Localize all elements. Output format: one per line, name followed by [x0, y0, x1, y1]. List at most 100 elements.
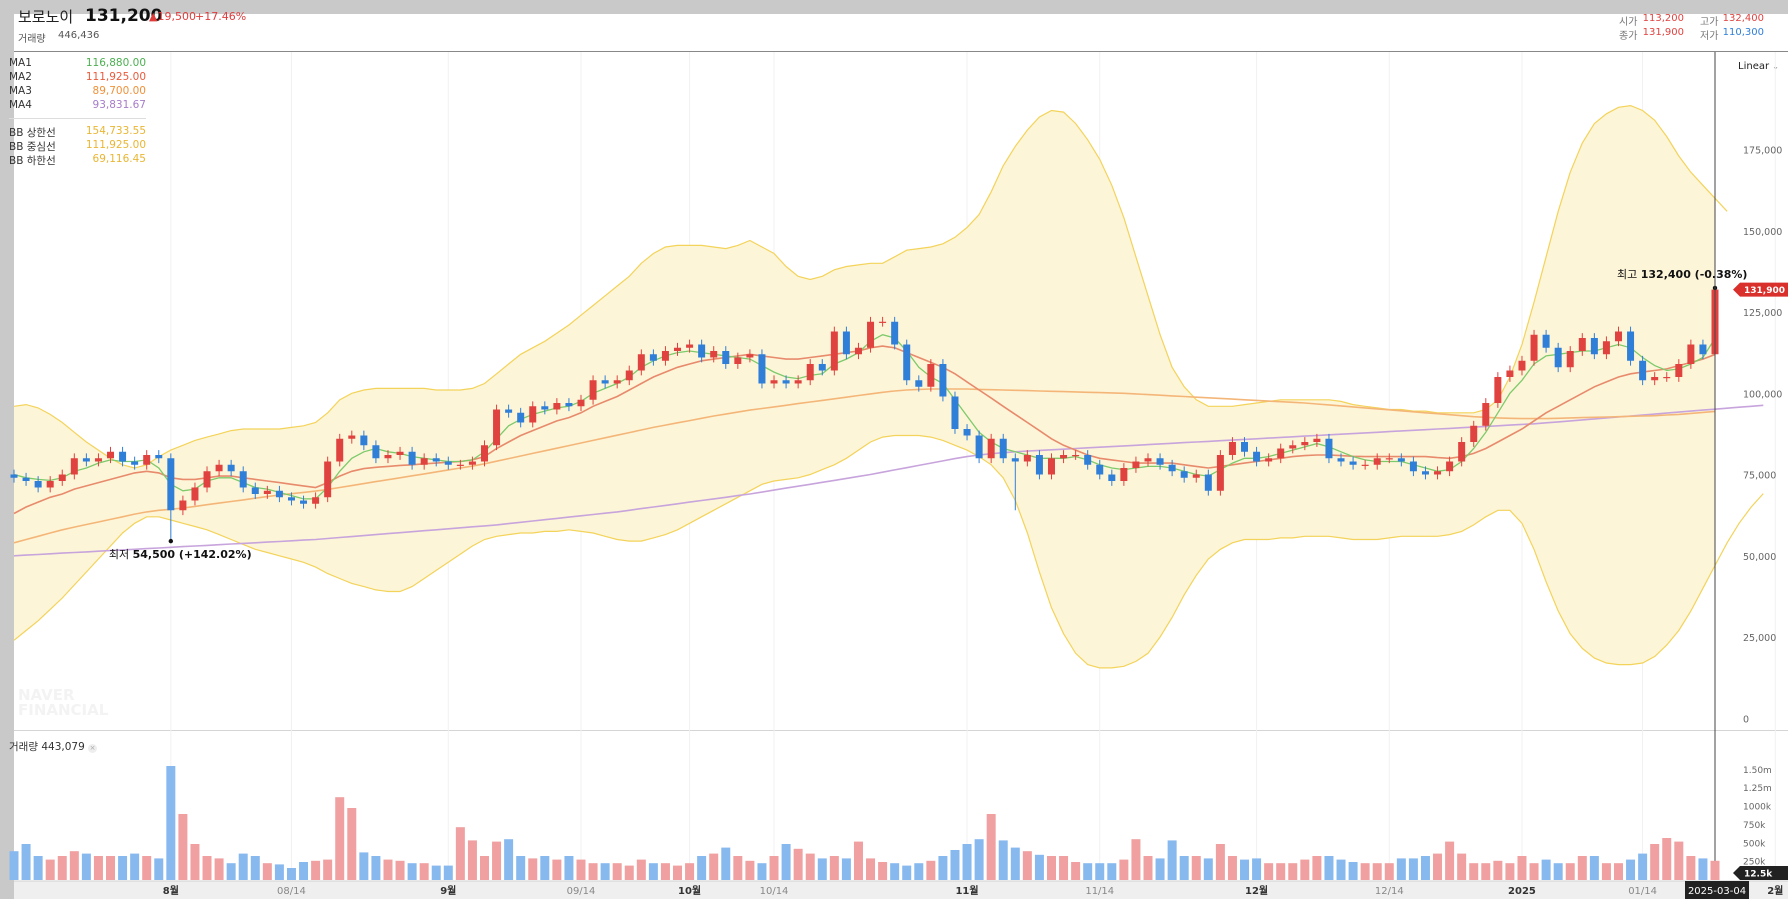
candle[interactable]: [167, 458, 175, 511]
candle[interactable]: [939, 364, 947, 397]
volume-bar[interactable]: [902, 865, 912, 880]
volume-bar[interactable]: [962, 844, 972, 880]
volume-bar[interactable]: [1481, 863, 1491, 880]
volume-bar[interactable]: [347, 808, 357, 880]
candle[interactable]: [999, 438, 1007, 459]
volume-bar[interactable]: [1674, 841, 1684, 880]
volume-bar[interactable]: [866, 858, 876, 880]
volume-bar[interactable]: [1372, 863, 1382, 880]
volume-bar[interactable]: [1433, 853, 1443, 880]
candle[interactable]: [903, 344, 911, 381]
candle[interactable]: [1349, 461, 1357, 465]
volume-bar[interactable]: [1529, 863, 1539, 880]
volume-bar[interactable]: [660, 863, 670, 880]
volume-bar[interactable]: [1095, 863, 1105, 880]
volume-bar[interactable]: [214, 858, 224, 880]
volume-bar[interactable]: [841, 858, 851, 880]
candle[interactable]: [1458, 442, 1466, 462]
volume-bar[interactable]: [262, 863, 272, 880]
candle[interactable]: [493, 409, 501, 446]
volume-bar[interactable]: [1227, 856, 1237, 880]
candle[interactable]: [107, 451, 115, 459]
candle[interactable]: [601, 380, 609, 384]
volume-bar[interactable]: [286, 868, 296, 880]
volume-bar[interactable]: [1565, 863, 1575, 880]
candle[interactable]: [1132, 461, 1140, 469]
volume-bar[interactable]: [1336, 859, 1346, 880]
volume-bar[interactable]: [166, 766, 176, 880]
candle[interactable]: [131, 461, 139, 465]
volume-bar[interactable]: [407, 863, 417, 880]
candle[interactable]: [336, 438, 344, 462]
candle[interactable]: [348, 435, 356, 439]
volume-bar[interactable]: [1059, 856, 1069, 880]
candle[interactable]: [1204, 474, 1212, 491]
candle[interactable]: [963, 429, 971, 436]
candle[interactable]: [722, 351, 730, 364]
candle[interactable]: [661, 351, 669, 361]
volume-bar[interactable]: [479, 856, 489, 880]
candle[interactable]: [1277, 448, 1285, 459]
volume-bar[interactable]: [238, 853, 248, 880]
candle[interactable]: [867, 321, 875, 348]
volume-bar[interactable]: [81, 853, 91, 880]
candle[interactable]: [179, 500, 187, 511]
volume-bar[interactable]: [202, 856, 212, 880]
candle[interactable]: [456, 464, 464, 466]
volume-bar[interactable]: [33, 856, 43, 880]
candle[interactable]: [517, 412, 525, 423]
candle[interactable]: [1156, 458, 1164, 465]
volume-bar[interactable]: [709, 853, 719, 880]
candle[interactable]: [227, 464, 235, 472]
volume-bar[interactable]: [1083, 863, 1093, 880]
close-icon[interactable]: ×: [88, 744, 98, 753]
volume-bar[interactable]: [1010, 847, 1020, 880]
candle[interactable]: [1060, 455, 1068, 459]
candle[interactable]: [1108, 474, 1116, 482]
volume-bar[interactable]: [612, 863, 622, 880]
candle[interactable]: [854, 347, 862, 355]
candle[interactable]: [1084, 455, 1092, 465]
volume-bar[interactable]: [1215, 844, 1225, 880]
candle[interactable]: [46, 481, 54, 488]
volume-bar[interactable]: [142, 856, 152, 880]
volume-bar[interactable]: [383, 859, 393, 880]
volume-bar[interactable]: [998, 840, 1008, 880]
candle[interactable]: [541, 406, 549, 410]
candle[interactable]: [1614, 331, 1622, 342]
volume-bar[interactable]: [926, 860, 936, 880]
volume-bar[interactable]: [1553, 863, 1563, 880]
candle[interactable]: [927, 364, 935, 387]
volume-bar[interactable]: [1601, 863, 1611, 880]
candle[interactable]: [155, 455, 163, 459]
volume-bar[interactable]: [1541, 859, 1551, 880]
volume-bar[interactable]: [178, 814, 188, 880]
volume-bar[interactable]: [492, 841, 502, 880]
volume-bar[interactable]: [1167, 840, 1177, 880]
candle[interactable]: [1530, 334, 1538, 361]
candle[interactable]: [1313, 438, 1321, 442]
candle[interactable]: [818, 364, 826, 371]
candle[interactable]: [613, 380, 621, 384]
candle[interactable]: [22, 477, 30, 481]
candle[interactable]: [734, 357, 742, 365]
volume-bar[interactable]: [1312, 856, 1322, 880]
volume-bar[interactable]: [1626, 859, 1636, 880]
candle[interactable]: [1566, 351, 1574, 368]
candle[interactable]: [830, 331, 838, 371]
candle[interactable]: [782, 380, 790, 384]
volume-bar[interactable]: [938, 856, 948, 880]
candle[interactable]: [251, 487, 259, 495]
volume-bar[interactable]: [1107, 863, 1117, 880]
candle[interactable]: [444, 461, 452, 465]
volume-bar[interactable]: [130, 853, 140, 880]
volume-bar[interactable]: [878, 862, 888, 880]
candle[interactable]: [1494, 377, 1502, 403]
volume-bar[interactable]: [359, 852, 369, 880]
candle[interactable]: [1144, 458, 1152, 462]
candle[interactable]: [1663, 377, 1671, 379]
candle[interactable]: [1434, 471, 1442, 475]
volume-bar[interactable]: [455, 827, 465, 880]
candle[interactable]: [324, 461, 332, 498]
volume-bar[interactable]: [1710, 860, 1720, 880]
